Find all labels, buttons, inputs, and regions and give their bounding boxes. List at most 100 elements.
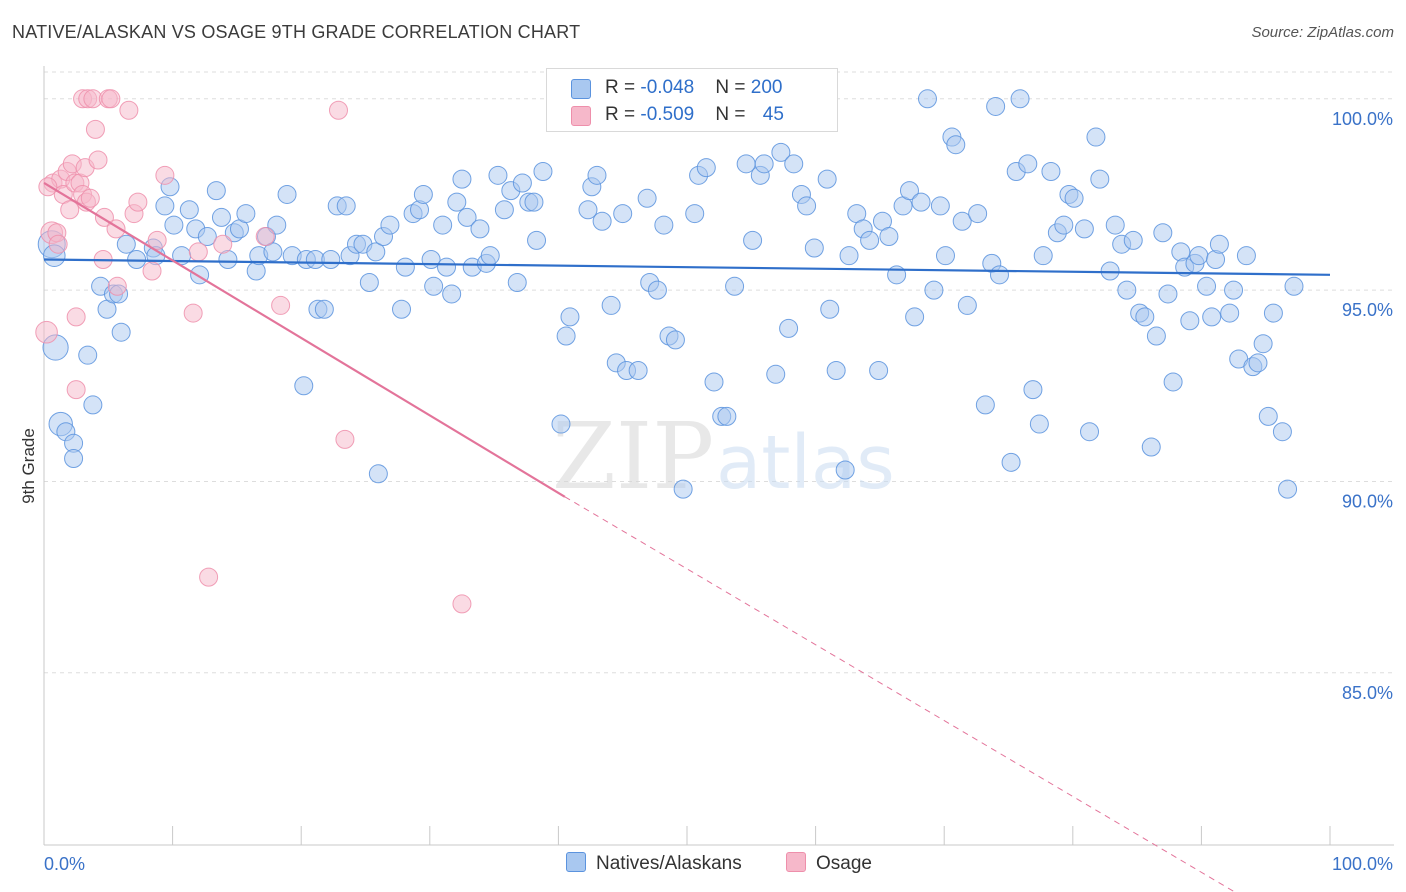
data-point xyxy=(452,169,472,189)
data-point xyxy=(743,230,763,250)
data-point xyxy=(359,272,379,292)
data-point xyxy=(442,284,462,304)
legend-n-label: N = xyxy=(715,77,751,98)
data-point xyxy=(164,215,184,235)
data-point xyxy=(930,196,950,216)
legend-r-label: R = xyxy=(605,104,641,125)
data-point xyxy=(1123,230,1143,250)
data-point xyxy=(78,345,98,365)
correlation-legend: R = -0.048 N = 200 R = -0.509 N = 45 xyxy=(546,68,838,132)
data-point xyxy=(527,230,547,250)
data-point xyxy=(804,238,824,258)
data-point xyxy=(48,234,68,254)
data-point xyxy=(1105,215,1125,235)
legend-n-label: N = xyxy=(715,104,751,125)
series-osage xyxy=(35,89,472,614)
data-point xyxy=(1258,406,1278,426)
data-point xyxy=(183,303,203,323)
data-point xyxy=(66,380,86,400)
data-point xyxy=(66,307,86,327)
data-point xyxy=(1220,303,1240,323)
data-point xyxy=(957,295,977,315)
data-point xyxy=(1086,127,1106,147)
data-point xyxy=(199,567,219,587)
data-point xyxy=(263,242,283,262)
data-point xyxy=(1141,437,1161,457)
data-point xyxy=(754,154,774,174)
grid-lines xyxy=(44,71,1394,674)
data-point xyxy=(336,196,356,216)
data-point xyxy=(820,299,840,319)
data-point xyxy=(654,215,674,235)
data-point xyxy=(917,89,937,109)
data-point xyxy=(1064,188,1084,208)
data-point xyxy=(437,257,457,277)
data-point xyxy=(613,204,633,224)
data-point xyxy=(946,135,966,155)
data-point xyxy=(294,376,314,396)
data-point xyxy=(1080,422,1100,442)
data-point xyxy=(1158,284,1178,304)
data-point xyxy=(366,242,386,262)
data-point xyxy=(433,215,453,235)
legend-swatch-natives xyxy=(571,79,591,99)
data-point xyxy=(952,211,972,231)
data-point xyxy=(1263,303,1283,323)
data-point xyxy=(277,184,297,204)
data-point xyxy=(368,464,388,484)
data-point xyxy=(1253,334,1273,354)
data-point xyxy=(480,246,500,266)
data-points xyxy=(35,89,1304,614)
data-point xyxy=(704,372,724,392)
data-point xyxy=(637,188,657,208)
data-point xyxy=(147,230,167,250)
data-point xyxy=(879,227,899,247)
y-tick-label: 95.0% xyxy=(1342,300,1393,320)
data-point xyxy=(1236,246,1256,266)
data-point xyxy=(911,192,931,212)
data-point xyxy=(83,395,103,415)
data-point xyxy=(1135,307,1155,327)
source-label: Source: ZipAtlas.com xyxy=(1251,24,1394,41)
x-tick-label: 100.0% xyxy=(1332,854,1393,874)
trend-line-extension xyxy=(564,496,1236,892)
legend-n-value: 45 xyxy=(762,104,784,125)
data-point xyxy=(107,276,127,296)
y-tick-label: 100.0% xyxy=(1332,109,1393,129)
data-point xyxy=(924,280,944,300)
y-tick-label: 90.0% xyxy=(1342,491,1393,511)
data-point xyxy=(512,173,532,193)
data-point xyxy=(1153,223,1173,243)
series-legend-osage: Osage xyxy=(786,852,872,875)
data-point xyxy=(111,322,131,342)
data-point xyxy=(601,295,621,315)
data-point xyxy=(1202,307,1222,327)
data-point xyxy=(392,299,412,319)
trend-line xyxy=(43,182,566,498)
axes xyxy=(43,66,1394,846)
series-label-osage: Osage xyxy=(816,853,872,874)
data-point xyxy=(533,161,553,181)
data-point xyxy=(1180,311,1200,331)
data-point xyxy=(905,307,925,327)
data-point xyxy=(314,299,334,319)
data-point xyxy=(1189,246,1209,266)
legend-r-value: -0.048 xyxy=(640,77,695,98)
data-point xyxy=(685,204,705,224)
data-point xyxy=(1100,261,1120,281)
data-point xyxy=(1284,276,1304,296)
data-point xyxy=(1163,372,1183,392)
data-point xyxy=(1018,154,1038,174)
data-point xyxy=(1209,234,1229,254)
data-point xyxy=(424,276,444,296)
data-point xyxy=(413,184,433,204)
data-point xyxy=(395,257,415,277)
series-natives-alaskans xyxy=(37,89,1304,499)
y-tick-label: 85.0% xyxy=(1342,683,1393,703)
data-point xyxy=(80,188,100,208)
data-point xyxy=(1146,326,1166,346)
data-point xyxy=(784,154,804,174)
chart-title: NATIVE/ALASKAN VS OSAGE 9TH GRADE CORREL… xyxy=(12,22,581,42)
watermark: ZIP atlas xyxy=(552,403,895,510)
